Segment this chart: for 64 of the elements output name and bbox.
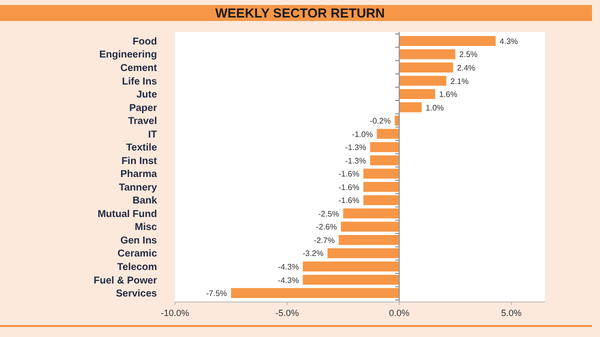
data-label: 4.3% <box>500 36 518 46</box>
data-label: 1.0% <box>426 103 444 112</box>
y-tick-label: Ceramic <box>118 248 158 260</box>
bar <box>363 182 400 192</box>
x-tick-label: -10.0% <box>160 308 190 318</box>
bar <box>399 62 454 72</box>
data-label: -2.6% <box>316 222 337 232</box>
bar <box>327 248 400 258</box>
y-tick-label: Pharma <box>120 169 158 180</box>
data-label: -2.5% <box>318 209 340 218</box>
data-label: -1.0% <box>352 130 373 139</box>
data-label: -1.3% <box>345 143 366 152</box>
y-tick-label: Services <box>116 288 158 300</box>
bar <box>343 208 400 218</box>
data-label: 2.1% <box>450 76 469 86</box>
bar <box>338 234 400 245</box>
bar <box>399 49 456 60</box>
y-tick-label: Fin Inst <box>121 156 158 167</box>
bar <box>370 155 400 166</box>
y-tick-label: Engineering <box>99 50 157 61</box>
y-tick-label: Tannery <box>118 182 158 194</box>
data-label: -0.2% <box>370 116 391 126</box>
y-tick-label: Jute <box>136 90 158 101</box>
data-label: -1.3% <box>345 156 366 166</box>
chart-title: WEEKLY SECTOR RETURN <box>215 6 385 20</box>
data-label: -1.6% <box>338 182 360 192</box>
bar <box>399 102 422 112</box>
data-label: -1.6% <box>338 196 360 206</box>
data-label: -4.3% <box>278 276 299 285</box>
bar <box>340 222 400 232</box>
data-label: 1.6% <box>439 90 458 100</box>
y-tick-label: Misc <box>134 222 158 234</box>
y-tick-label: Life Ins <box>122 76 158 88</box>
y-tick-label: Fuel & Power <box>94 275 158 286</box>
x-tick-label: 0.0% <box>388 308 410 318</box>
y-tick-label: Food <box>132 36 157 48</box>
bar <box>399 36 496 46</box>
data-label: -4.3% <box>278 262 299 272</box>
bar <box>399 76 446 86</box>
bar <box>399 89 436 100</box>
bar <box>302 274 400 285</box>
bar <box>363 195 400 206</box>
x-tick-label: 5.0% <box>501 308 522 318</box>
y-tick-label: Bank <box>132 196 158 207</box>
y-tick-label: Cement <box>120 63 158 74</box>
y-tick-label: IT <box>148 129 157 140</box>
data-label: -7.5% <box>206 289 228 298</box>
y-tick-label: Paper <box>129 102 158 114</box>
bar <box>363 168 400 179</box>
bar <box>231 288 400 298</box>
data-label: -1.6% <box>338 170 360 179</box>
y-tick-label: Telecom <box>117 262 158 273</box>
y-tick-label: Mutual Fund <box>98 208 157 220</box>
data-label: 2.4% <box>457 64 476 72</box>
bar <box>370 142 400 152</box>
data-label: 2.5% <box>459 50 478 60</box>
y-tick-label: Gen Ins <box>120 235 158 246</box>
y-tick-label: Textile <box>126 142 158 154</box>
x-tick-label: -5.0% <box>275 308 299 318</box>
bar <box>302 262 400 272</box>
bar <box>376 128 400 139</box>
data-label: -3.2% <box>302 249 324 258</box>
y-tick-label: Travel <box>128 116 158 128</box>
data-label: -2.7% <box>314 236 335 245</box>
